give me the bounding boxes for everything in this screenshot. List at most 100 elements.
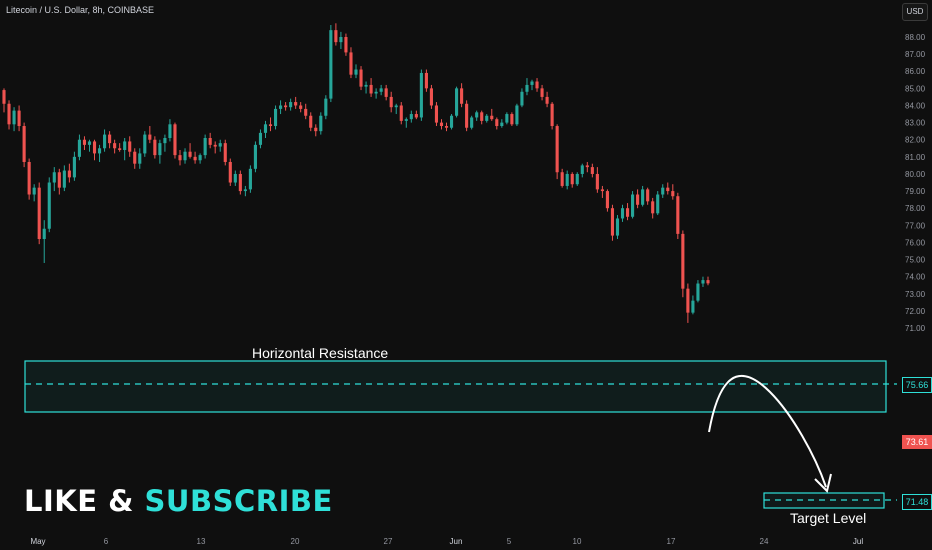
x-tick-label: 13 (197, 537, 206, 546)
y-tick-label: 81.00 (905, 153, 926, 162)
candle-body (605, 191, 609, 209)
candle-body (535, 81, 539, 89)
candle-body (379, 88, 383, 92)
candle-body (560, 172, 564, 186)
candle-body (641, 189, 645, 205)
symbol-title: Litecoin / U.S. Dollar, 8h, COINBASE (6, 5, 155, 15)
candle-body (475, 112, 479, 118)
target-price-tag: 71.48 (902, 494, 932, 510)
candle-body (439, 122, 444, 127)
candle-body (32, 187, 36, 195)
like-text: LIKE & (24, 484, 134, 518)
candle-body (666, 187, 670, 192)
x-tick-label: 17 (667, 537, 676, 546)
x-tick-label: 20 (291, 537, 300, 546)
candle-body (419, 72, 423, 118)
candle-body (374, 91, 378, 94)
candle-body (681, 233, 685, 289)
candle-body (600, 189, 604, 192)
candle-body (610, 208, 615, 236)
candle-body (304, 108, 308, 116)
candle-body (444, 126, 449, 128)
candle-body (429, 88, 433, 106)
candle-body (510, 114, 514, 125)
candle-body (319, 115, 323, 132)
like-subscribe-banner: LIKE & SUBSCRIBE (24, 484, 333, 518)
candle-body (294, 102, 298, 106)
candle-body (314, 127, 318, 132)
y-tick-label: 87.00 (905, 50, 926, 59)
candle-body (113, 143, 117, 149)
candle-body (399, 105, 403, 121)
candle-body (661, 187, 665, 195)
candle-body (233, 173, 237, 183)
candle-body (163, 138, 167, 144)
y-tick-label: 72.00 (905, 307, 926, 316)
y-tick-label: 73.00 (905, 290, 926, 299)
candle-body (631, 194, 635, 217)
x-tick-label: 24 (760, 537, 769, 546)
target-level-label: Target Level (790, 510, 866, 526)
candle-body (520, 91, 524, 106)
candle-body (273, 108, 278, 127)
candle-body (92, 141, 97, 154)
candle-body (123, 141, 127, 150)
candle-body (47, 182, 51, 229)
y-tick-label: 75.00 (905, 256, 926, 265)
candle-body (530, 81, 534, 85)
candle-body (57, 172, 61, 188)
candle-body (480, 112, 484, 121)
candle-body (424, 72, 428, 89)
candle-body (183, 151, 187, 161)
candle-body (27, 161, 31, 195)
candle-body (178, 155, 182, 161)
candle-body (22, 126, 26, 162)
candle-body (118, 148, 122, 150)
candle-body (268, 124, 273, 127)
x-tick-label: Jun (450, 537, 463, 546)
resistance-label: Horizontal Resistance (252, 345, 388, 361)
candle-body (7, 103, 11, 125)
y-tick-label: 79.00 (905, 187, 926, 196)
candle-body (625, 208, 630, 217)
candle-body (289, 102, 293, 108)
candle-body (263, 124, 268, 133)
candle-body (188, 151, 192, 157)
candle-body (656, 194, 660, 214)
candle-body (449, 115, 454, 128)
candle-body (148, 134, 152, 140)
candle-body (334, 30, 338, 43)
currency-button[interactable]: USD (902, 3, 928, 21)
projection-arrow (708, 374, 827, 488)
x-tick-label: Jul (853, 537, 863, 546)
candle-body (329, 30, 333, 99)
candle-body (515, 105, 519, 125)
candle-body (585, 165, 589, 168)
y-tick-label: 74.00 (905, 273, 926, 282)
y-tick-label: 84.00 (905, 101, 926, 110)
candle-body (158, 143, 162, 156)
candle-body (12, 110, 16, 125)
candle-body (228, 161, 232, 183)
candle-body (17, 110, 21, 127)
candle-body (465, 103, 469, 128)
candle-body (500, 122, 504, 127)
candle-body (525, 84, 529, 92)
candle-body (460, 88, 464, 104)
candle-body (153, 139, 157, 156)
y-tick-label: 76.00 (905, 238, 926, 247)
candle-body (284, 105, 288, 108)
candle-body (203, 138, 207, 156)
candle-body (82, 139, 87, 145)
candle-body (636, 194, 640, 205)
candle-body (565, 173, 569, 186)
candle-body (168, 124, 172, 139)
candle-body (108, 134, 112, 144)
candle-body (676, 196, 680, 234)
x-tick-label: 6 (104, 537, 109, 546)
candle-body (52, 172, 56, 183)
candle-body (490, 115, 494, 120)
candle-body (103, 134, 107, 149)
candle-body (238, 173, 242, 192)
